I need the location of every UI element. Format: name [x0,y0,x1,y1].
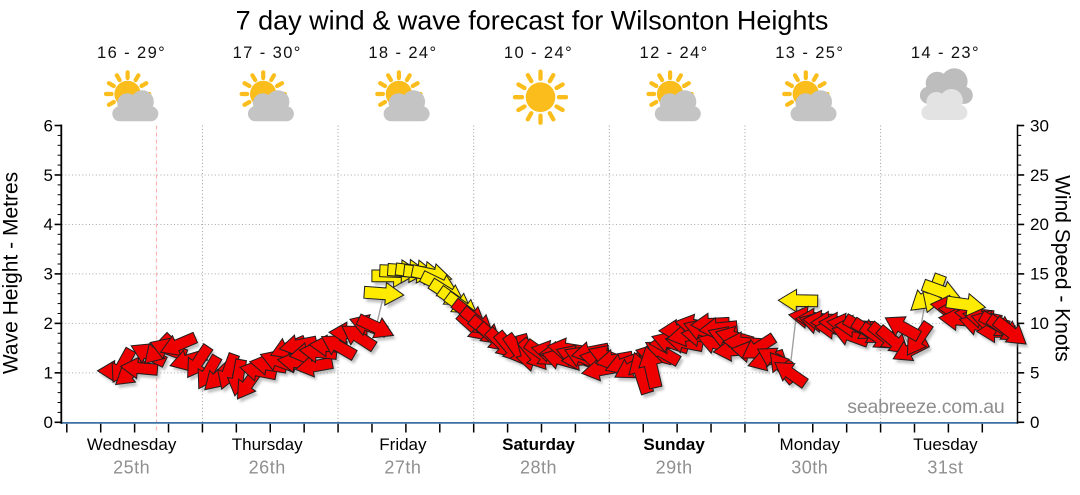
svg-text:6: 6 [44,116,53,135]
svg-text:4: 4 [44,215,53,234]
svg-text:31st: 31st [927,458,963,478]
svg-text:29th: 29th [656,458,693,478]
svg-text:5: 5 [1030,364,1039,383]
svg-text:seabreeze.com.au: seabreeze.com.au [847,396,1004,418]
svg-text:1: 1 [44,364,53,383]
svg-text:13 - 25°: 13 - 25° [775,44,844,62]
svg-text:30th: 30th [791,458,828,478]
svg-text:12 - 24°: 12 - 24° [640,44,709,62]
svg-text:Wednesday: Wednesday [87,435,177,454]
svg-text:Tuesday: Tuesday [913,435,978,454]
svg-text:20: 20 [1030,215,1049,234]
svg-text:10 - 24°: 10 - 24° [504,44,573,62]
svg-text:Thursday: Thursday [232,435,303,454]
svg-text:18 - 24°: 18 - 24° [368,44,437,62]
svg-text:0: 0 [1030,413,1039,432]
svg-text:Wave Height - Metres: Wave Height - Metres [0,172,23,374]
svg-text:Saturday: Saturday [502,435,575,454]
svg-text:5: 5 [44,166,53,185]
svg-text:15: 15 [1030,265,1049,284]
svg-text:Friday: Friday [379,435,427,454]
svg-text:Sunday: Sunday [643,435,705,454]
svg-text:Monday: Monday [780,435,841,454]
svg-text:28th: 28th [520,458,557,478]
svg-text:3: 3 [44,265,53,284]
svg-text:25th: 25th [113,458,150,478]
svg-text:27th: 27th [384,458,421,478]
svg-text:10: 10 [1030,314,1049,333]
svg-text:14 - 23°: 14 - 23° [911,44,980,62]
svg-text:7 day wind & wave forecast for: 7 day wind & wave forecast for Wilsonton… [236,6,829,36]
svg-text:16 - 29°: 16 - 29° [97,44,166,62]
svg-text:0: 0 [44,413,53,432]
svg-text:26th: 26th [249,458,286,478]
svg-text:17 - 30°: 17 - 30° [233,44,302,62]
svg-text:30: 30 [1030,116,1049,135]
svg-text:Wind Speed - Knots: Wind Speed - Knots [1051,175,1074,362]
svg-text:25: 25 [1030,166,1049,185]
svg-text:2: 2 [44,314,53,333]
